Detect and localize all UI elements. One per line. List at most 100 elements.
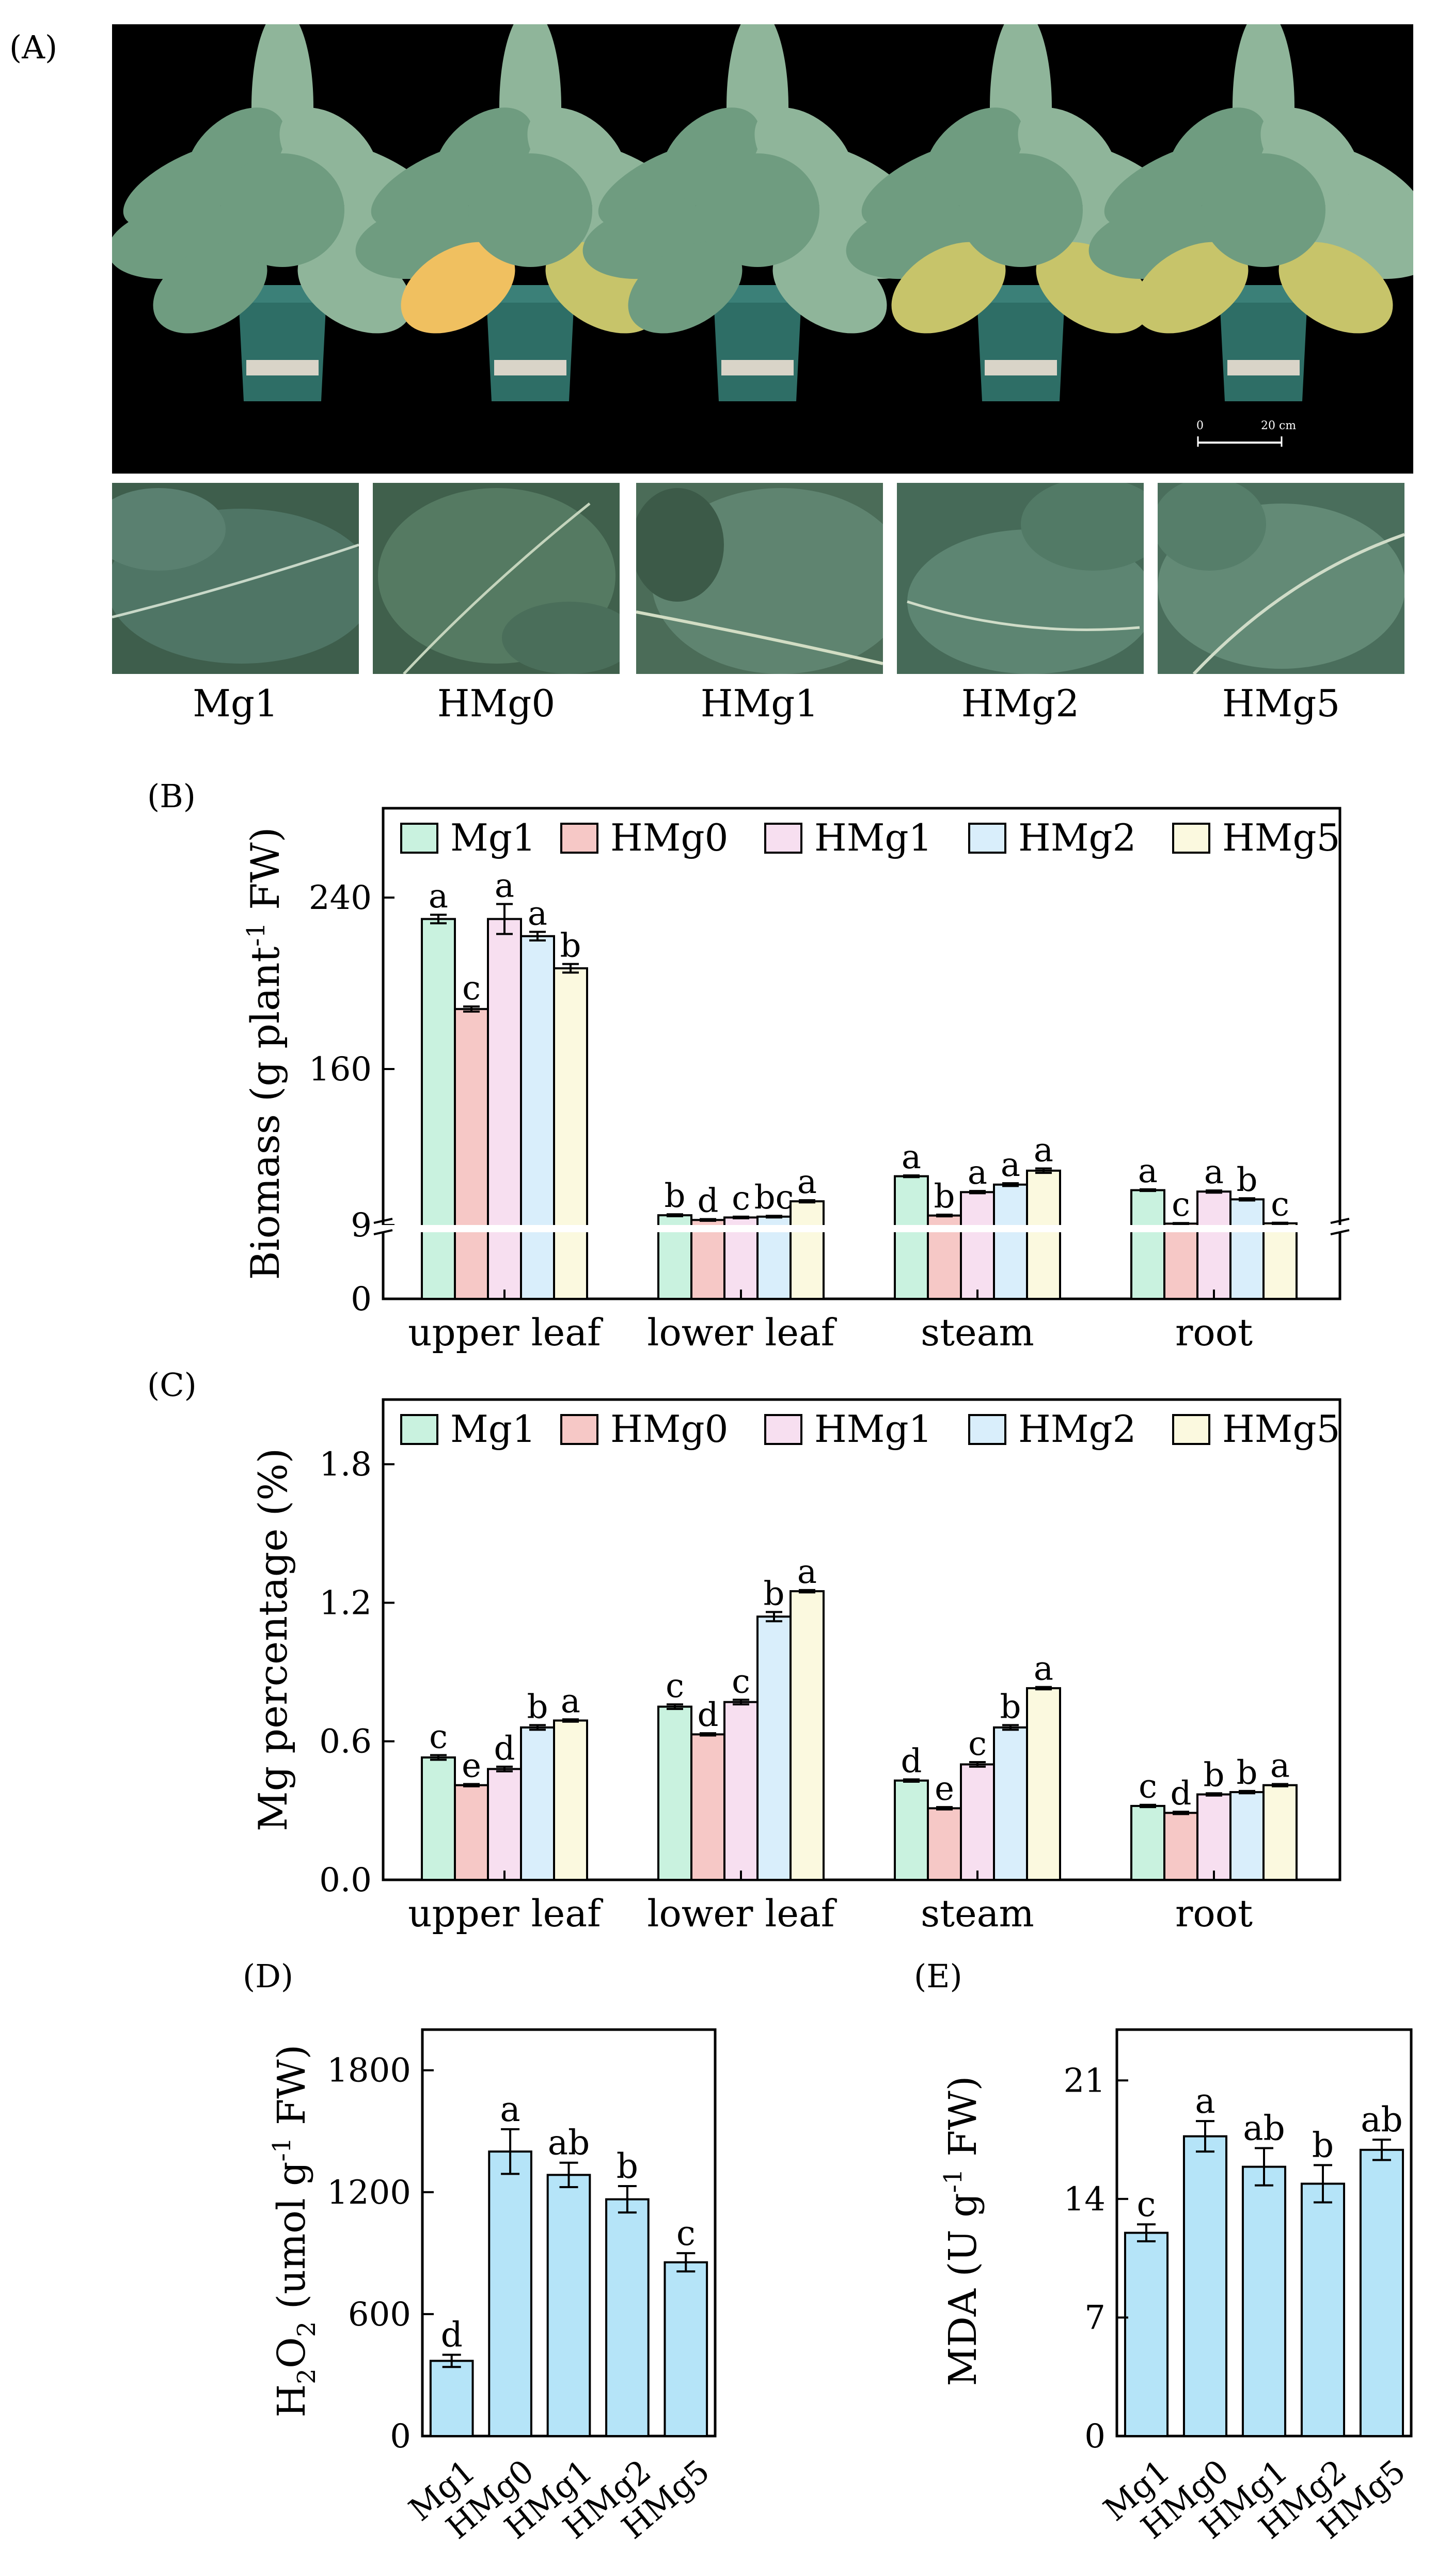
legend-label: HMg0 [610, 816, 728, 859]
bar [894, 1779, 929, 1881]
legend-label: HMg5 [1222, 816, 1340, 859]
panel-label-a: (A) [9, 28, 58, 66]
y-tick-label: 0 [390, 2417, 411, 2456]
bar [454, 1008, 489, 1300]
y-tick-label: 0.6 [319, 1723, 372, 1761]
axis-break-mark [1330, 1218, 1350, 1224]
legend-label: Mg1 [450, 1407, 536, 1451]
photo-label-hmg2: HMg2 [961, 682, 1080, 725]
significance-letter: c [1271, 1186, 1289, 1224]
bar [993, 1726, 1028, 1881]
y-tick-label: 9 [351, 1206, 372, 1245]
significance-letter: a [429, 877, 448, 916]
bar [756, 1615, 792, 1881]
y-axis-label: Biomass (g plant-1 FW) [242, 827, 288, 1280]
photo-label-hmg0: HMg0 [437, 682, 556, 725]
significance-letter: b [1000, 1688, 1021, 1726]
significance-letter: c [1172, 1186, 1190, 1224]
x-tick-label: upper leaf [408, 1311, 603, 1354]
axis-break-mark [373, 1229, 393, 1235]
legend-swatch [968, 1414, 1006, 1445]
significance-letter: a [1001, 1146, 1020, 1184]
significance-letter: d [1171, 1774, 1192, 1813]
bar [1241, 2165, 1287, 2437]
legend-label: HMg2 [1018, 1407, 1136, 1451]
y-axis-label: MDA (U g-1 FW) [939, 2076, 985, 2386]
bar [553, 1719, 588, 1881]
y-tick-label: 1.2 [319, 1584, 372, 1622]
y-axis-label: Mg percentage (%) [250, 1448, 296, 1831]
plant-photo-drawing [112, 24, 1413, 447]
legend-swatch [764, 1414, 802, 1445]
significance-letter: b [1204, 1756, 1225, 1794]
plot-frame [382, 807, 1341, 1300]
significance-letter: a [1195, 2081, 1215, 2121]
leaf-thumb-hmg0 [373, 483, 620, 674]
bar [927, 1807, 962, 1881]
bar [1130, 1189, 1165, 1300]
axis-break-mark [1330, 1229, 1350, 1235]
leaf-thumb-mg1 [112, 483, 359, 674]
bar [789, 1590, 825, 1881]
legend-label: HMg1 [814, 816, 932, 859]
bar [1026, 1169, 1061, 1300]
y-tick-label: 0.0 [319, 1861, 372, 1899]
significance-letter: a [528, 894, 547, 933]
bar [605, 2198, 650, 2437]
bar [520, 1726, 555, 1881]
significance-letter: b [527, 1688, 548, 1726]
bar [546, 2174, 591, 2438]
x-tick-label: steam [921, 1892, 1034, 1935]
significance-letter: ab [548, 2123, 590, 2163]
legend-label: HMg5 [1222, 1407, 1340, 1451]
bar [1124, 2232, 1169, 2437]
bar [1163, 1222, 1198, 1300]
scale-bar-end: 20 cm [1261, 419, 1297, 432]
bar [1359, 2148, 1404, 2437]
legend-swatch [560, 1414, 598, 1445]
significance-letter: b [560, 927, 581, 965]
legend-label: HMg1 [814, 1407, 932, 1451]
photo-label-mg1: Mg1 [193, 682, 278, 725]
bar [960, 1763, 995, 1881]
bar [1229, 1198, 1265, 1300]
bar [421, 1756, 456, 1881]
panel-label-d: (D) [243, 1957, 294, 1995]
significance-letter: a [1138, 1152, 1158, 1190]
x-tick-label: root [1175, 1311, 1253, 1354]
bar [421, 918, 456, 1300]
bar [487, 918, 522, 1300]
significance-letter: e [462, 1747, 481, 1785]
bar [789, 1200, 825, 1300]
y-tick-label: 240 [309, 879, 372, 917]
plant-photo: 0 20 cm [112, 24, 1413, 474]
axis-break-gap [381, 1225, 1342, 1232]
bar [520, 935, 555, 1300]
legend-swatch [400, 1414, 438, 1445]
significance-letter: d [698, 1696, 719, 1734]
bar [1229, 1791, 1265, 1881]
bar [1300, 2182, 1346, 2438]
significance-letter: b [665, 1177, 686, 1215]
bar [454, 1784, 489, 1881]
significance-letter: b [1312, 2125, 1334, 2165]
significance-letter: c [732, 1180, 750, 1218]
significance-letter: b [617, 2146, 638, 2186]
legend-swatch [968, 823, 1006, 854]
x-tick-label: root [1175, 1892, 1253, 1935]
significance-letter: d [698, 1182, 719, 1220]
bar [488, 2150, 532, 2438]
significance-letter: b [1237, 1754, 1258, 1792]
significance-letter: b [1237, 1161, 1258, 1199]
significance-letter: d [901, 1742, 922, 1781]
bar [487, 1768, 522, 1881]
bar [1130, 1804, 1165, 1881]
panel-label-c: (C) [147, 1366, 197, 1404]
y-tick-label: 1800 [327, 2052, 411, 2090]
significance-letter: c [462, 969, 481, 1008]
significance-letter: a [500, 2090, 520, 2129]
leaf-thumb-hmg2 [897, 483, 1144, 674]
bar [690, 1219, 725, 1300]
